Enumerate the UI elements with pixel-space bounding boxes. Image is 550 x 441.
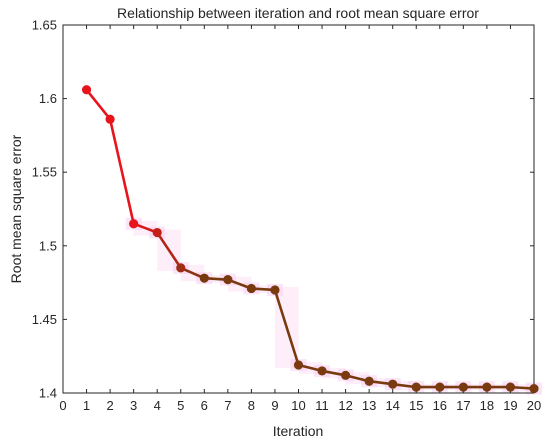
data-point bbox=[411, 382, 421, 392]
x-tick-label: 5 bbox=[177, 398, 184, 413]
x-tick-label: 4 bbox=[154, 398, 161, 413]
y-tick-label: 1.55 bbox=[32, 165, 57, 180]
x-tick-label: 8 bbox=[248, 398, 255, 413]
data-point bbox=[435, 382, 445, 392]
data-point bbox=[223, 275, 233, 285]
x-tick-label: 12 bbox=[338, 398, 352, 413]
data-point bbox=[458, 382, 468, 392]
data-point bbox=[364, 376, 374, 386]
data-point bbox=[176, 263, 186, 273]
x-tick-label: 15 bbox=[409, 398, 423, 413]
y-tick-label: 1.5 bbox=[39, 238, 57, 253]
x-tick-label: 0 bbox=[59, 398, 66, 413]
data-point bbox=[246, 283, 256, 294]
highlight-band-layer bbox=[125, 217, 542, 395]
data-point bbox=[340, 370, 351, 380]
data-point bbox=[129, 219, 139, 229]
y-tick-label: 1.4 bbox=[39, 386, 57, 401]
y-axis-label: Root mean square error bbox=[8, 134, 24, 283]
data-point bbox=[482, 382, 492, 392]
data-point bbox=[388, 379, 398, 389]
x-tick-label: 2 bbox=[106, 398, 113, 413]
data-point bbox=[152, 227, 162, 238]
x-tick-label: 17 bbox=[456, 398, 470, 413]
x-tick-label: 9 bbox=[271, 398, 278, 413]
x-tick-label: 20 bbox=[527, 398, 541, 413]
x-axis-label: Iteration bbox=[273, 423, 324, 439]
x-tick-label: 1 bbox=[83, 398, 90, 413]
line-segment bbox=[85, 88, 112, 121]
data-point bbox=[105, 114, 115, 124]
x-tick-label: 13 bbox=[362, 398, 376, 413]
x-tick-label: 10 bbox=[291, 398, 305, 413]
y-tick-label: 1.6 bbox=[39, 91, 57, 106]
line-segment bbox=[155, 231, 183, 270]
data-point bbox=[293, 360, 304, 370]
data-point bbox=[81, 85, 92, 95]
chart-title: Relationship between iteration and root … bbox=[117, 5, 479, 21]
data-point bbox=[317, 366, 327, 376]
x-tick-label: 6 bbox=[201, 398, 208, 413]
x-tick-label: 18 bbox=[480, 398, 494, 413]
x-tick-label: 14 bbox=[385, 398, 399, 413]
axis-ticks: 0 1 2 3 4 5 6 7 8 9 10 11 12 13 14 15 16 17 18 19 201.41.451… bbox=[32, 18, 542, 414]
data-point bbox=[199, 273, 209, 283]
y-tick-label: 1.65 bbox=[32, 18, 57, 33]
series-line bbox=[85, 88, 536, 390]
data-point bbox=[270, 285, 280, 295]
series-points bbox=[81, 85, 539, 394]
x-tick-label: 19 bbox=[503, 398, 517, 413]
x-tick-label: 11 bbox=[315, 398, 329, 413]
x-tick-label: 3 bbox=[130, 398, 137, 413]
line-segment bbox=[273, 288, 300, 367]
x-tick-label: 7 bbox=[224, 398, 231, 413]
data-point bbox=[529, 383, 539, 394]
data-point bbox=[505, 382, 516, 392]
y-tick-label: 1.45 bbox=[32, 312, 57, 327]
line-segment bbox=[108, 117, 135, 226]
x-tick-label: 16 bbox=[433, 398, 447, 413]
